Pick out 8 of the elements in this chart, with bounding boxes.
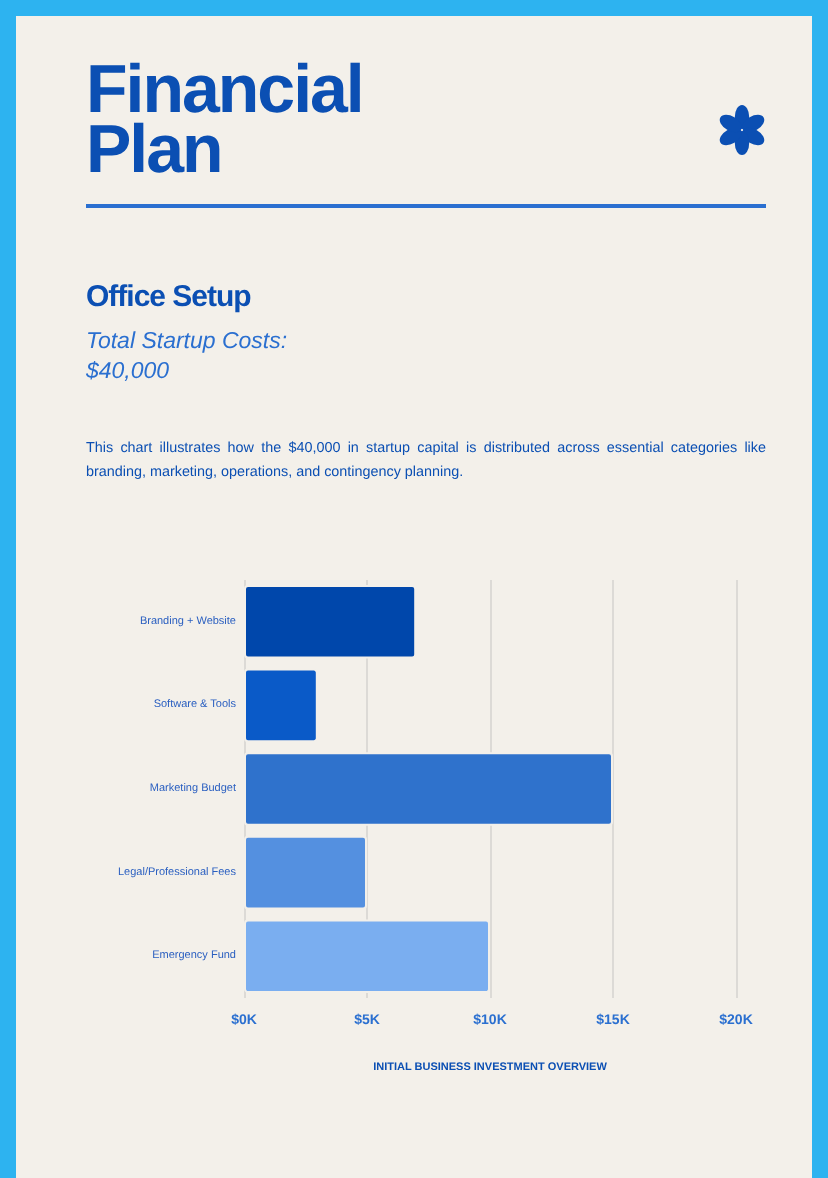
bar	[244, 585, 417, 659]
chart-title: Financial Plan	[86, 52, 365, 188]
chart-subtitle: Office Setup	[86, 280, 251, 314]
bar	[244, 835, 367, 910]
bar	[244, 919, 490, 993]
text: Total Startup Costs: $40,000	[86, 328, 290, 388]
bar	[244, 752, 613, 826]
bar	[244, 668, 318, 743]
